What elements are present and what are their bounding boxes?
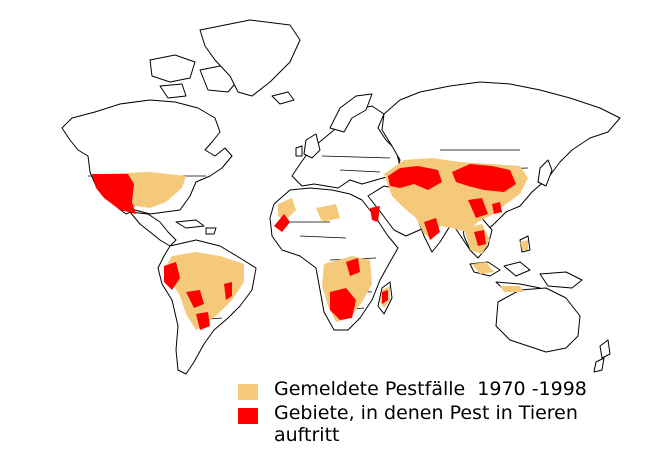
legend-item-reported-cases: Gemeldete Pestfälle 1970 -1998 — [238, 378, 658, 400]
world-map — [61, 19, 621, 375]
reported-indonesia — [472, 240, 528, 292]
animal-southern-africa — [330, 288, 356, 320]
reported-libya — [316, 204, 340, 222]
map-legend: Gemeldete Pestfälle 1970 -1998 Gebiete, … — [238, 378, 658, 448]
australia — [495, 287, 581, 353]
legend-swatch-animal-plague — [238, 408, 258, 424]
animal-plague-areas — [92, 164, 516, 330]
animal-madagascar — [382, 290, 388, 304]
animal-brazil-east — [224, 282, 232, 300]
animal-mongolia-china — [452, 164, 516, 192]
reported-morocco — [278, 198, 296, 220]
iceland — [271, 91, 295, 105]
legend-label-reported-cases: Gemeldete Pestfälle 1970 -1998 — [274, 378, 587, 400]
british-isles — [295, 133, 321, 159]
animal-east-africa — [346, 206, 380, 276]
animal-peru-andes — [164, 262, 180, 290]
animal-bolivia — [186, 290, 204, 308]
reported-south-america — [166, 252, 244, 330]
animal-caucasus-central-asia — [388, 166, 442, 190]
scandinavia — [329, 93, 373, 133]
animal-usa-west — [92, 174, 136, 214]
japan — [537, 159, 553, 187]
greenland — [199, 19, 301, 97]
central-america — [129, 211, 177, 247]
animal-china-south — [468, 198, 502, 218]
legend-label-animal-plague: Gebiete, in denen Pest in Tieren auftrit… — [274, 402, 578, 446]
animal-morocco — [274, 214, 290, 232]
new-guinea — [539, 271, 583, 289]
legend-swatch-reported-cases — [238, 384, 258, 400]
animal-india — [424, 218, 440, 240]
new-zealand — [593, 339, 611, 373]
caribbean — [175, 219, 217, 235]
animal-argentina — [196, 312, 210, 330]
legend-item-animal-plague: Gebiete, in denen Pest in Tieren auftrit… — [238, 402, 658, 446]
animal-vietnam — [474, 230, 486, 246]
